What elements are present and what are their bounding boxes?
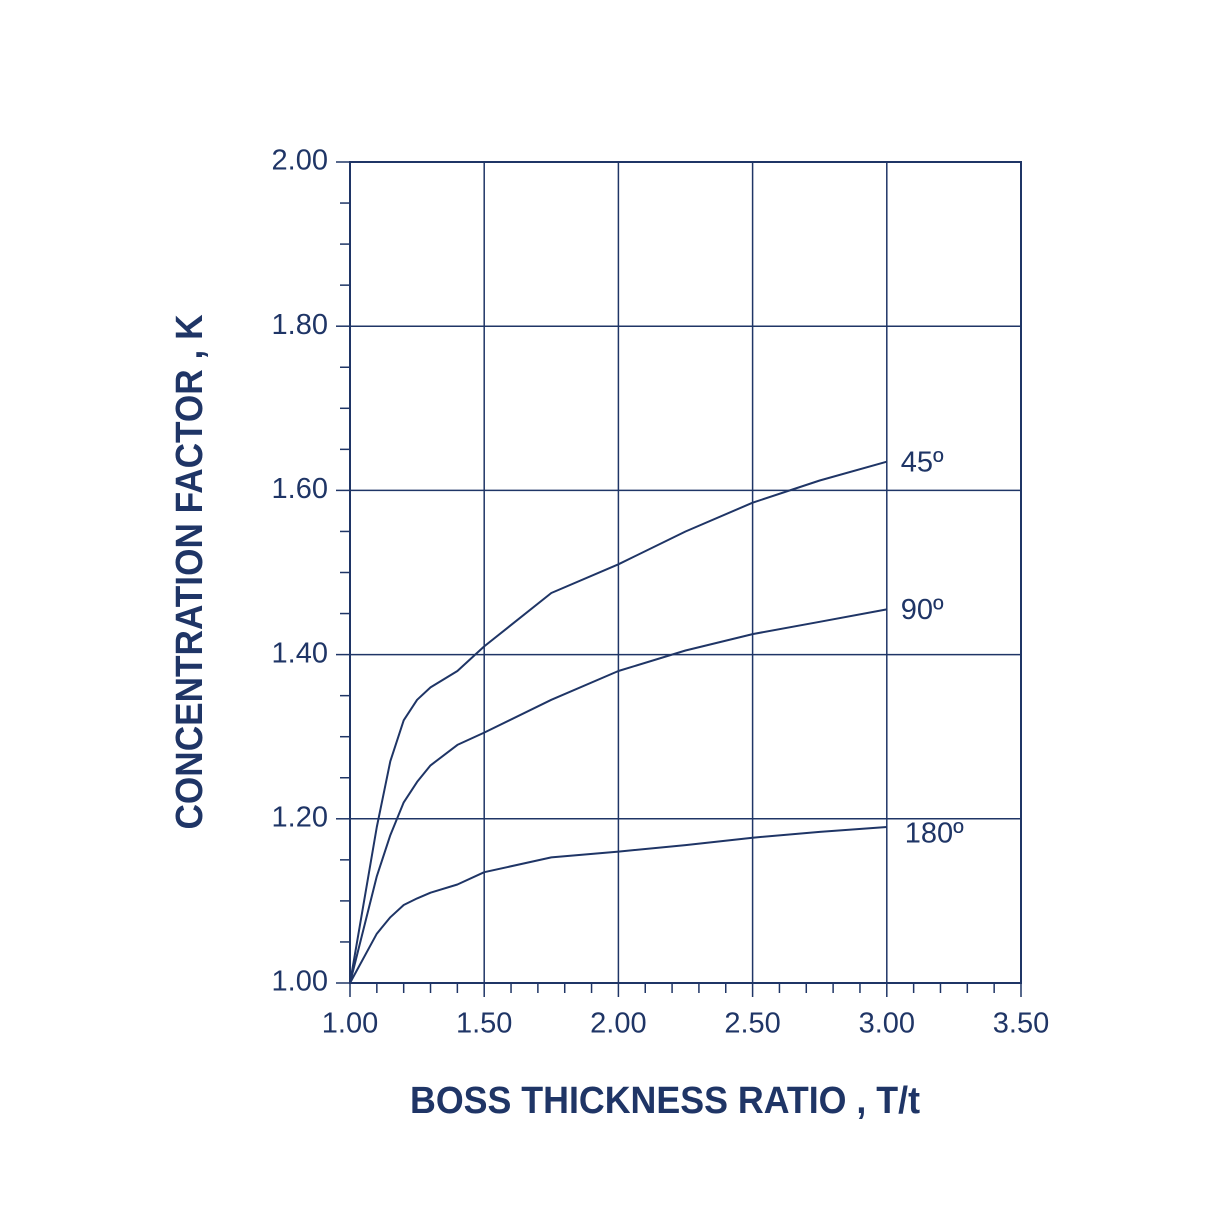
x-tick-label: 1.50 [456,1008,512,1040]
series-label: 90º [901,594,944,626]
plot-frame [349,161,1022,984]
y-tick-label: 1.80 [272,309,328,341]
series-line [349,608,887,984]
series-line [349,460,888,984]
series-label: 45º [901,446,944,478]
x-axis-title: BOSS THICKNESS RATIO , T/t [410,1080,920,1122]
y-tick-label: 1.40 [272,637,328,669]
series-label: 180º [905,818,964,850]
y-axis-title: CONCENTRATION FACTOR , K [169,314,211,830]
series-line [349,826,887,984]
y-tick-label: 2.00 [272,145,328,177]
x-tick-label: 2.00 [590,1008,646,1040]
y-tick-label: 1.60 [272,473,328,505]
y-tick-label: 1.00 [272,966,328,998]
x-tick-label: 1.00 [322,1008,378,1040]
x-tick-label: 3.00 [859,1008,915,1040]
x-tick-label: 2.50 [724,1008,780,1040]
y-tick-label: 1.20 [272,801,328,833]
x-tick-label: 3.50 [993,1008,1049,1040]
